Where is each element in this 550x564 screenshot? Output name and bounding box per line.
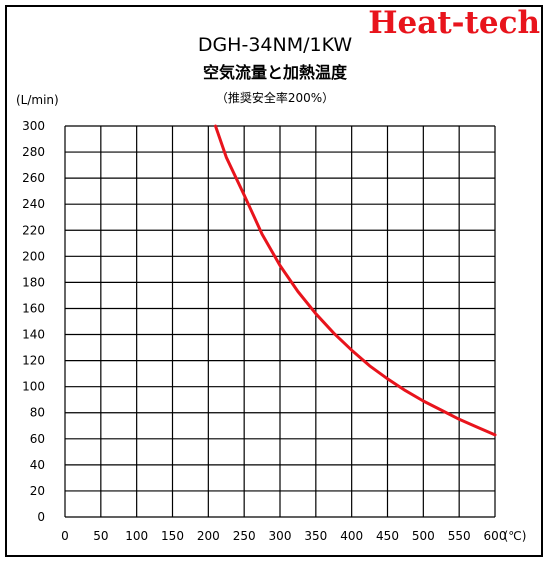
- x-tick-label: 600: [484, 529, 507, 543]
- y-tick-label: 120: [22, 354, 45, 368]
- y-tick-label: 240: [22, 197, 45, 211]
- y-tick-label: 100: [22, 380, 45, 394]
- y-tick-label: 160: [22, 301, 45, 315]
- y-tick-label: 220: [22, 223, 45, 237]
- x-tick-label: 0: [61, 529, 69, 543]
- x-tick-label: 50: [93, 529, 108, 543]
- y-tick-label: 0: [37, 510, 45, 524]
- x-tick-label: 550: [448, 529, 471, 543]
- chart-note: （推奨安全率200%）: [215, 91, 335, 105]
- chart-title: DGH-34NM/1KW: [197, 34, 353, 56]
- x-tick-label: 150: [161, 529, 184, 543]
- x-tick-label: 500: [412, 529, 435, 543]
- x-axis-label: (℃): [504, 529, 527, 543]
- y-tick-label: 200: [22, 249, 45, 263]
- x-tick-label: 450: [376, 529, 399, 543]
- y-tick-label: 260: [22, 171, 45, 185]
- chart-frame: [5, 5, 543, 557]
- y-tick-label: 180: [22, 275, 45, 289]
- x-tick-label: 400: [340, 529, 363, 543]
- y-tick-label: 300: [22, 119, 45, 133]
- series-line: [214, 124, 497, 437]
- x-tick-label: 300: [269, 529, 292, 543]
- y-tick-label: 60: [30, 432, 45, 446]
- y-tick-label: 280: [22, 145, 45, 159]
- x-tick-label: 100: [125, 529, 148, 543]
- chart-subtitle: 空気流量と加熱温度: [202, 63, 347, 82]
- x-tick-label: 200: [197, 529, 220, 543]
- x-tick-label: 250: [233, 529, 256, 543]
- y-tick-label: 80: [30, 406, 45, 420]
- x-tick-label: 350: [304, 529, 327, 543]
- y-tick-label: 40: [30, 458, 45, 472]
- y-tick-label: 140: [22, 328, 45, 342]
- y-axis-label: (L/min): [16, 93, 59, 107]
- y-tick-label: 20: [30, 484, 45, 498]
- brand-logo: Heat-tech: [368, 5, 540, 41]
